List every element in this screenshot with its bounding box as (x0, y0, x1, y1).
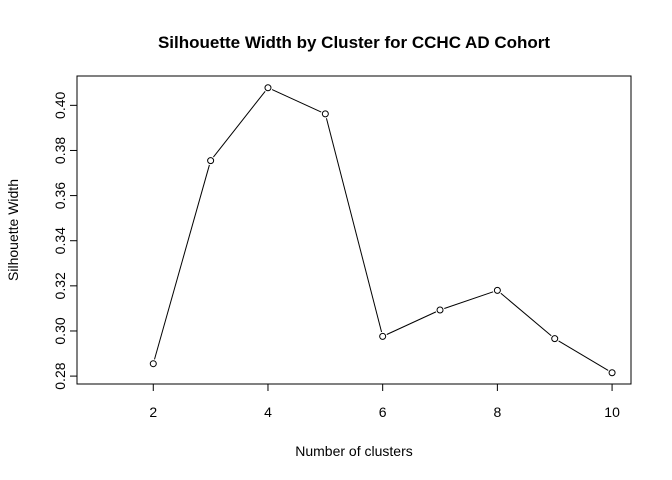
x-tick-label: 8 (493, 404, 501, 420)
x-tick-label: 6 (379, 404, 387, 420)
data-point (608, 369, 616, 377)
y-tick-label: 0.34 (52, 227, 68, 254)
line-segment (386, 311, 437, 335)
data-point (264, 84, 272, 92)
x-axis-label: Number of clusters (295, 443, 412, 459)
series-silhouette (149, 84, 616, 377)
y-tick-label: 0.28 (52, 362, 68, 389)
x-tick-label: 10 (604, 404, 620, 420)
y-tick-label: 0.38 (52, 137, 68, 164)
y-axis-label: Silhouette Width (5, 179, 21, 281)
data-point (436, 306, 444, 314)
y-tick-label: 0.32 (52, 272, 68, 299)
data-point (321, 110, 329, 118)
line-segment (213, 90, 266, 158)
line-segment (500, 292, 552, 337)
line-segment (444, 291, 494, 310)
y-tick-label: 0.36 (52, 182, 68, 209)
line-segment (271, 89, 322, 113)
y-tick-label: 0.40 (52, 91, 68, 118)
data-point (149, 360, 157, 368)
data-point (379, 332, 387, 340)
data-point (207, 157, 215, 165)
y-axis: 0.28 0.30 0.32 0.34 0.36 0.38 0.40 (52, 91, 78, 390)
x-tick-label: 2 (149, 404, 157, 420)
x-axis: 2 4 6 8 10 (149, 383, 620, 420)
line-segment (325, 118, 383, 333)
data-point (551, 335, 559, 343)
x-tick-label: 4 (264, 404, 272, 420)
line-segment (558, 340, 609, 371)
data-point (493, 286, 501, 294)
y-tick-label: 0.30 (52, 317, 68, 344)
line-segment (154, 164, 210, 360)
chart-title: Silhouette Width by Cluster for CCHC AD … (158, 33, 550, 52)
